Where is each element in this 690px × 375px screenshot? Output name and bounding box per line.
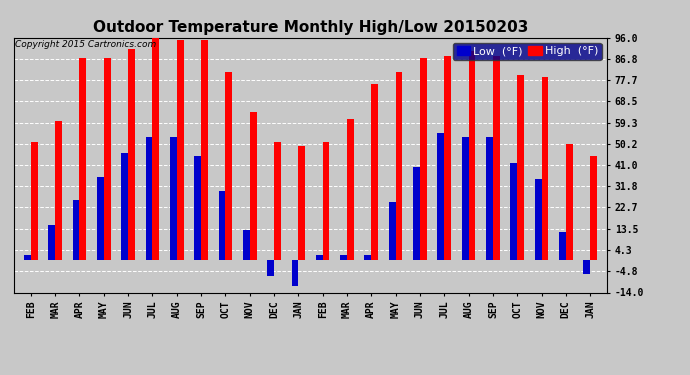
Bar xyxy=(219,190,226,260)
Bar xyxy=(146,137,152,260)
Bar xyxy=(511,163,518,260)
Bar xyxy=(413,167,420,260)
Bar xyxy=(583,260,590,274)
Bar xyxy=(340,255,347,260)
Bar xyxy=(152,38,159,260)
Bar xyxy=(444,56,451,260)
Bar xyxy=(566,144,573,260)
Bar xyxy=(55,121,62,260)
Bar xyxy=(420,58,426,260)
Bar xyxy=(323,142,329,260)
Bar xyxy=(79,58,86,260)
Bar xyxy=(226,72,233,260)
Bar xyxy=(559,232,566,260)
Bar xyxy=(371,84,378,260)
Bar xyxy=(24,255,31,260)
Bar xyxy=(462,137,469,260)
Bar xyxy=(250,112,257,260)
Bar xyxy=(518,75,524,260)
Bar xyxy=(347,118,354,260)
Bar xyxy=(267,260,274,276)
Bar xyxy=(177,40,184,260)
Bar xyxy=(364,255,371,260)
Legend: Low  (°F), High  (°F): Low (°F), High (°F) xyxy=(453,43,602,60)
Bar xyxy=(31,142,38,260)
Bar xyxy=(316,255,323,260)
Bar xyxy=(274,142,281,260)
Bar xyxy=(97,177,104,260)
Bar xyxy=(243,230,250,260)
Title: Outdoor Temperature Monthly High/Low 20150203: Outdoor Temperature Monthly High/Low 201… xyxy=(93,20,528,35)
Bar xyxy=(395,72,402,260)
Text: Copyright 2015 Cartronics.com: Copyright 2015 Cartronics.com xyxy=(15,40,156,49)
Bar xyxy=(128,49,135,260)
Bar xyxy=(590,156,597,260)
Bar xyxy=(170,137,177,260)
Bar xyxy=(535,179,542,260)
Bar xyxy=(72,200,79,260)
Bar xyxy=(292,260,298,285)
Bar xyxy=(493,56,500,260)
Bar xyxy=(469,51,475,260)
Bar xyxy=(486,137,493,260)
Bar xyxy=(195,156,201,260)
Bar xyxy=(388,202,395,260)
Bar xyxy=(298,147,305,260)
Bar xyxy=(104,58,110,260)
Bar xyxy=(201,40,208,260)
Bar xyxy=(437,132,444,260)
Bar xyxy=(121,153,128,260)
Bar xyxy=(542,77,549,260)
Bar xyxy=(48,225,55,260)
